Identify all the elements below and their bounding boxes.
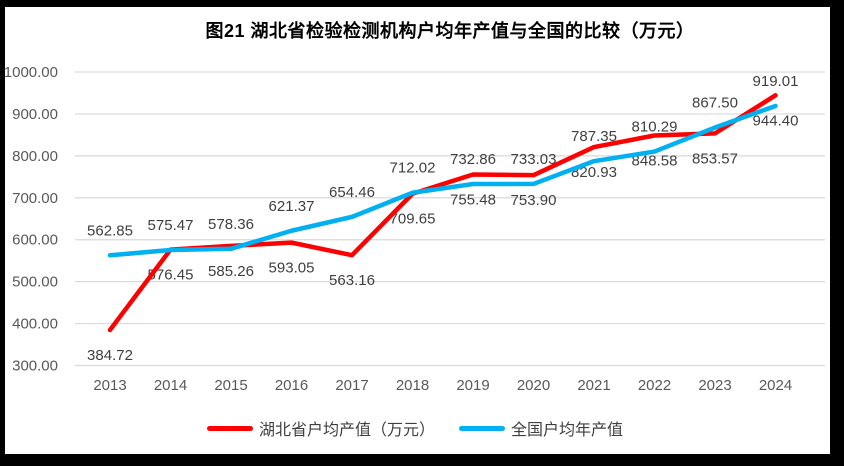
x-axis-tick-label: 2013: [93, 377, 126, 394]
hubei-data-label: 576.45: [148, 267, 194, 284]
national-data-label: 810.29: [632, 119, 678, 136]
chart-legend: 湖北省户均产值（万元） 全国户均年产值: [5, 416, 825, 440]
x-axis-tick-label: 2020: [517, 377, 550, 394]
hubei-series-line: [107, 93, 778, 333]
x-axis-tick-label: 2015: [214, 377, 247, 394]
national-data-label: 732.86: [450, 151, 496, 168]
x-axis-tick-label: 2016: [275, 377, 308, 394]
chart-title: 图21 湖北省检验检测机构户均年产值与全国的比较（万元）: [205, 21, 695, 41]
hubei-data-label: 753.90: [511, 192, 557, 209]
hubei-data-label: 853.57: [692, 150, 738, 167]
hubei-data-label: 755.48: [450, 192, 496, 209]
x-axis-tick-label: 2014: [154, 377, 187, 394]
x-axis-tick-label: 2021: [577, 377, 610, 394]
x-axis-tick-label: 2017: [335, 377, 368, 394]
national-data-label: 621.37: [269, 198, 315, 215]
national-data-label: 867.50: [692, 95, 738, 112]
legend-swatch-national-line: [459, 425, 505, 431]
x-axis-tick-label: 2019: [456, 377, 489, 394]
y-axis-tick-label: 300.00: [12, 358, 58, 375]
y-axis-tick-label: 900.00: [12, 106, 58, 123]
chart-canvas: [5, 7, 830, 454]
hubei-data-label: 384.72: [87, 347, 133, 364]
hubei-data-label: 709.65: [390, 211, 436, 228]
y-axis-tick-label: 400.00: [12, 316, 58, 333]
legend-label-hubei: 湖北省户均产值（万元）: [258, 422, 435, 439]
national-data-label: 575.47: [148, 217, 194, 234]
x-axis-tick-label: 2018: [396, 377, 429, 394]
x-axis-tick-label: 2022: [638, 377, 671, 394]
legend-item-hubei: 湖北省户均产值（万元）: [206, 416, 435, 440]
x-axis-tick-label: 2023: [698, 377, 731, 394]
legend-swatch-hubei-line: [206, 425, 253, 431]
hubei-data-label: 563.16: [329, 272, 375, 289]
y-axis-tick-label: 800.00: [12, 148, 58, 165]
y-axis-tick-label: 600.00: [12, 232, 58, 249]
hubei-data-label: 820.93: [571, 164, 617, 181]
hubei-data-label: 585.26: [208, 263, 254, 280]
national-data-label: 712.02: [390, 160, 436, 177]
legend-item-national: 全国户均年产值: [459, 416, 623, 440]
national-series-line: [107, 103, 778, 258]
y-axis-tick-label: 700.00: [12, 190, 58, 207]
national-data-label: 654.46: [329, 184, 375, 201]
national-data-label: 919.01: [753, 73, 799, 90]
national-data-label: 562.85: [87, 222, 133, 239]
y-axis-tick-label: 1000.00: [4, 64, 58, 81]
x-axis-tick-label: 2024: [759, 377, 792, 394]
hubei-data-label: 848.58: [632, 152, 678, 169]
national-data-label: 787.35: [571, 128, 617, 145]
national-data-label: 733.03: [511, 151, 557, 168]
hubei-data-label: 593.05: [269, 260, 315, 277]
legend-label-national: 全国户均年产值: [511, 422, 624, 439]
hubei-data-label: 944.40: [753, 112, 799, 129]
y-axis-tick-label: 500.00: [12, 274, 58, 291]
national-data-label: 578.36: [208, 216, 254, 233]
